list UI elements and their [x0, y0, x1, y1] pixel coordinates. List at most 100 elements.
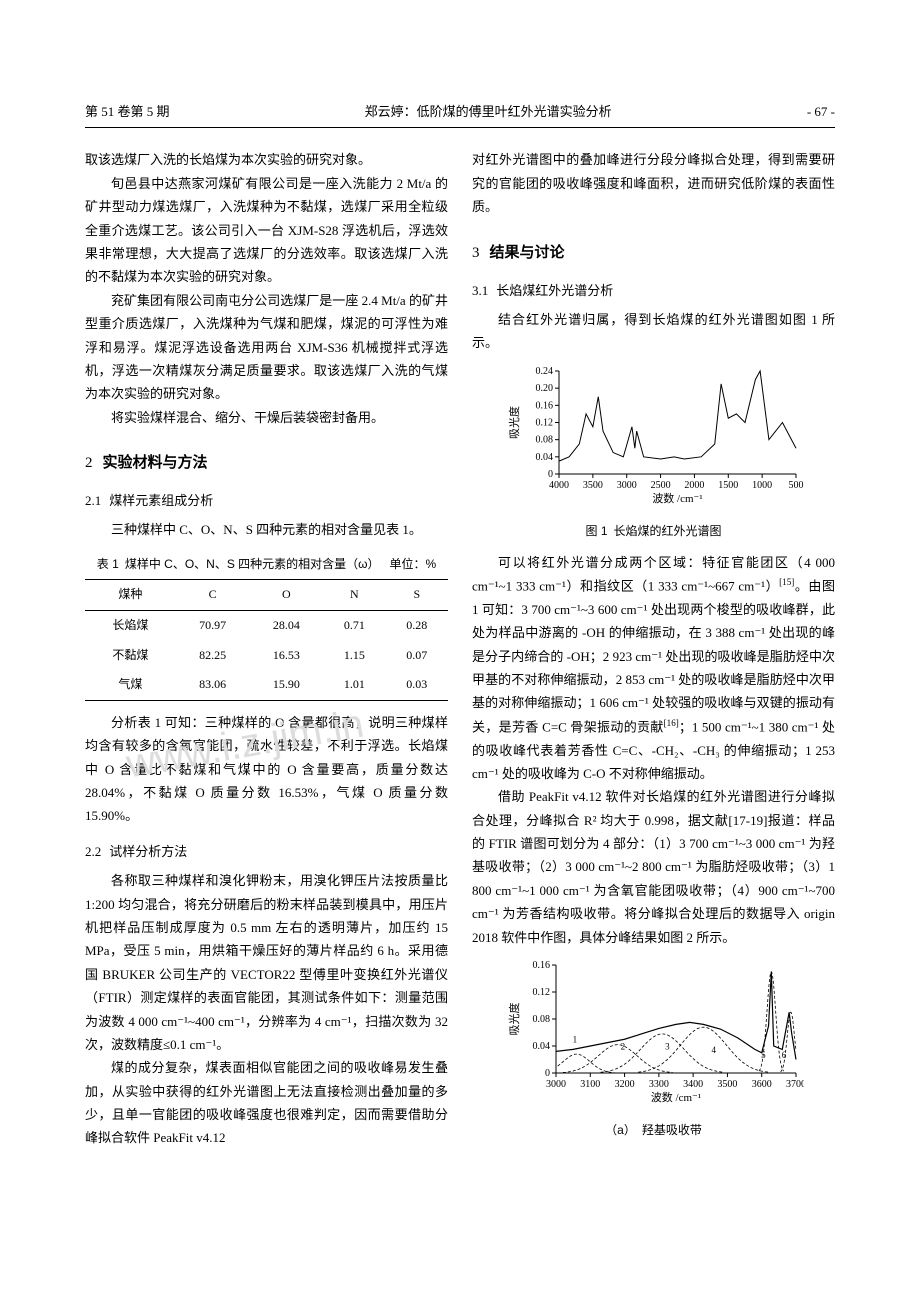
table-cell: 83.06: [176, 670, 250, 700]
svg-text:吸光度: 吸光度: [507, 406, 521, 439]
svg-text:波数 /cm⁻¹: 波数 /cm⁻¹: [652, 492, 702, 505]
table-1-unit: 单位：%: [390, 557, 437, 571]
svg-text:3300: 3300: [648, 1079, 668, 1090]
l-para-4: 将实验煤样混合、缩分、干燥后装袋密封备用。: [85, 406, 448, 429]
page-header: 第 51 卷第 5 期 郑云婷：低阶煤的傅里叶红外光谱实验分析 - 67 -: [85, 100, 835, 128]
svg-text:3400: 3400: [683, 1079, 703, 1090]
table-cell: 气煤: [85, 670, 176, 700]
svg-text:1500: 1500: [718, 480, 738, 491]
l-para-2: 旬邑县中达燕家河煤矿有限公司是一座入洗能力 2 Mt/a 的矿井型动力煤选煤厂，…: [85, 172, 448, 289]
table-1-header-row: 煤种 C O N S: [85, 580, 448, 611]
table-cell: 1.01: [323, 670, 385, 700]
th-c: C: [176, 580, 250, 611]
subsection-3-1-num: 3.1: [472, 283, 488, 298]
l-para-7: 各称取三种煤样和溴化钾粉末，用溴化钾压片法按质量比 1:200 均匀混合，将充分…: [85, 869, 448, 1056]
table-row: 长焰煤70.9728.040.710.28: [85, 611, 448, 641]
table-1: 煤种 C O N S 长焰煤70.9728.040.710.28不黏煤82.25…: [85, 579, 448, 700]
svg-text:3: 3: [665, 1041, 670, 1051]
figure-1-chart: 0 0.04 0.08 0.12 0.16 0.20 0.24 4000 3500 3000 250…: [504, 365, 804, 510]
svg-text:3000: 3000: [616, 480, 636, 491]
svg-text:3600: 3600: [751, 1079, 771, 1090]
figure-2a-chart: 00.040.080.120.1630003100320033003400350…: [504, 959, 804, 1109]
table-cell: 0.71: [323, 611, 385, 641]
th-n: N: [323, 580, 385, 611]
table-cell: 0.07: [386, 641, 448, 671]
subsection-2-1-title: 煤样元素组成分析: [109, 493, 213, 508]
svg-text:2: 2: [620, 1041, 625, 1051]
ref-15: [15]: [779, 577, 794, 587]
svg-text:0: 0: [545, 1068, 550, 1079]
l-para-5: 三种煤样中 C、O、N、S 四种元素的相对含量见表 1。: [85, 518, 448, 541]
figure-1-caption: 图 1 长焰煤的红外光谱图: [472, 521, 835, 543]
svg-text:0.16: 0.16: [535, 400, 553, 411]
svg-text:0.12: 0.12: [532, 987, 550, 998]
svg-text:3500: 3500: [717, 1079, 737, 1090]
svg-text:3000: 3000: [546, 1079, 566, 1090]
svg-text:3500: 3500: [582, 480, 602, 491]
svg-text:0.04: 0.04: [532, 1041, 550, 1052]
figure-1: 0 0.04 0.08 0.12 0.16 0.20 0.24 4000 3500 3000 250…: [472, 365, 835, 517]
l-para-8: 煤的成分复杂，煤表面相似官能团之间的吸收峰易发生叠加，从实验中获得的红外光谱图上…: [85, 1056, 448, 1150]
svg-text:2000: 2000: [684, 480, 704, 491]
svg-text:6: 6: [781, 1050, 786, 1060]
svg-text:吸光度: 吸光度: [507, 1003, 521, 1036]
figure-2a: 00.040.080.120.1630003100320033003400350…: [472, 959, 835, 1116]
r-para-1: 对红外光谱图中的叠加峰进行分段分峰拟合处理，得到需要研究的官能团的吸收峰强度和峰…: [472, 148, 835, 218]
section-3-title: 结果与讨论: [490, 244, 565, 261]
right-column: 对红外光谱图中的叠加峰进行分段分峰拟合处理，得到需要研究的官能团的吸收峰强度和峰…: [472, 148, 835, 1150]
table-1-num: 表 1: [97, 557, 119, 571]
svg-text:波数 /cm⁻¹: 波数 /cm⁻¹: [650, 1091, 700, 1104]
svg-text:0.08: 0.08: [535, 434, 553, 445]
table-cell: 长焰煤: [85, 611, 176, 641]
issue-label: 第 51 卷第 5 期: [85, 100, 170, 123]
table-cell: 16.53: [249, 641, 323, 671]
left-column: 取该选煤厂入洗的长焰煤为本次实验的研究对象。 旬邑县中达燕家河煤矿有限公司是一座…: [85, 148, 448, 1150]
th-o: O: [249, 580, 323, 611]
figure-1-caption-text: 长焰煤的红外光谱图: [614, 524, 722, 538]
svg-text:0.12: 0.12: [535, 417, 553, 428]
ref-16: [16]: [664, 718, 679, 728]
figure-2a-caption: （a） 羟基吸收带: [472, 1120, 835, 1142]
section-3-heading: 3 结果与讨论: [472, 239, 835, 267]
svg-text:2500: 2500: [650, 480, 670, 491]
table-cell: 82.25: [176, 641, 250, 671]
body-columns: 取该选煤厂入洗的长焰煤为本次实验的研究对象。 旬邑县中达燕家河煤矿有限公司是一座…: [85, 148, 835, 1150]
subsection-2-1-heading: 2.1 煤样元素组成分析: [85, 489, 448, 512]
svg-text:3200: 3200: [614, 1079, 634, 1090]
table-cell: 1.15: [323, 641, 385, 671]
page-number: - 67 -: [807, 100, 835, 123]
section-2-num: 2: [85, 455, 93, 471]
section-3-num: 3: [472, 245, 480, 261]
svg-text:0.08: 0.08: [532, 1014, 550, 1025]
svg-text:3700: 3700: [786, 1079, 804, 1090]
table-row: 气煤83.0615.901.010.03: [85, 670, 448, 700]
table-cell: 70.97: [176, 611, 250, 641]
svg-text:500: 500: [788, 480, 803, 491]
svg-text:0.24: 0.24: [535, 366, 553, 377]
svg-text:0.20: 0.20: [535, 383, 553, 394]
th-coal-type: 煤种: [85, 580, 176, 611]
r-para-2: 结合红外光谱归属，得到长焰煤的红外光谱图如图 1 所示。: [472, 308, 835, 355]
table-row: 不黏煤82.2516.531.150.07: [85, 641, 448, 671]
svg-text:4000: 4000: [549, 480, 569, 491]
th-s: S: [386, 580, 448, 611]
paper-title: 郑云婷：低阶煤的傅里叶红外光谱实验分析: [170, 100, 807, 123]
r-para-3: 可以将红外光谱分成两个区域：特征官能团区（4 000 cm⁻¹~1 333 cm…: [472, 551, 835, 786]
l-para-6: 分析表 1 可知：三种煤样的 O 含量都很高，说明三种煤样均含有较多的含氧官能团…: [85, 711, 448, 828]
table-cell: 不黏煤: [85, 641, 176, 671]
table-cell: 28.04: [249, 611, 323, 641]
r-para-4: 借助 PeakFit v4.12 软件对长焰煤的红外光谱图进行分峰拟合处理，分峰…: [472, 785, 835, 949]
table-cell: 15.90: [249, 670, 323, 700]
svg-text:0.16: 0.16: [532, 960, 550, 971]
subsection-2-2-title: 试样分析方法: [109, 844, 187, 859]
section-2-heading: 2 实验材料与方法: [85, 449, 448, 477]
subsection-3-1-title: 长焰煤红外光谱分析: [496, 283, 613, 298]
figure-1-num: 图 1: [585, 524, 607, 538]
l-para-3: 兖矿集团有限公司南屯分公司选煤厂是一座 2.4 Mt/a 的矿井型重介质选煤厂，…: [85, 289, 448, 406]
subsection-2-1-num: 2.1: [85, 493, 101, 508]
svg-text:0.04: 0.04: [535, 452, 553, 463]
l-para-1: 取该选煤厂入洗的长焰煤为本次实验的研究对象。: [85, 148, 448, 171]
section-2-title: 实验材料与方法: [103, 454, 208, 471]
svg-text:1: 1: [572, 1035, 577, 1045]
svg-text:0: 0: [548, 469, 553, 480]
